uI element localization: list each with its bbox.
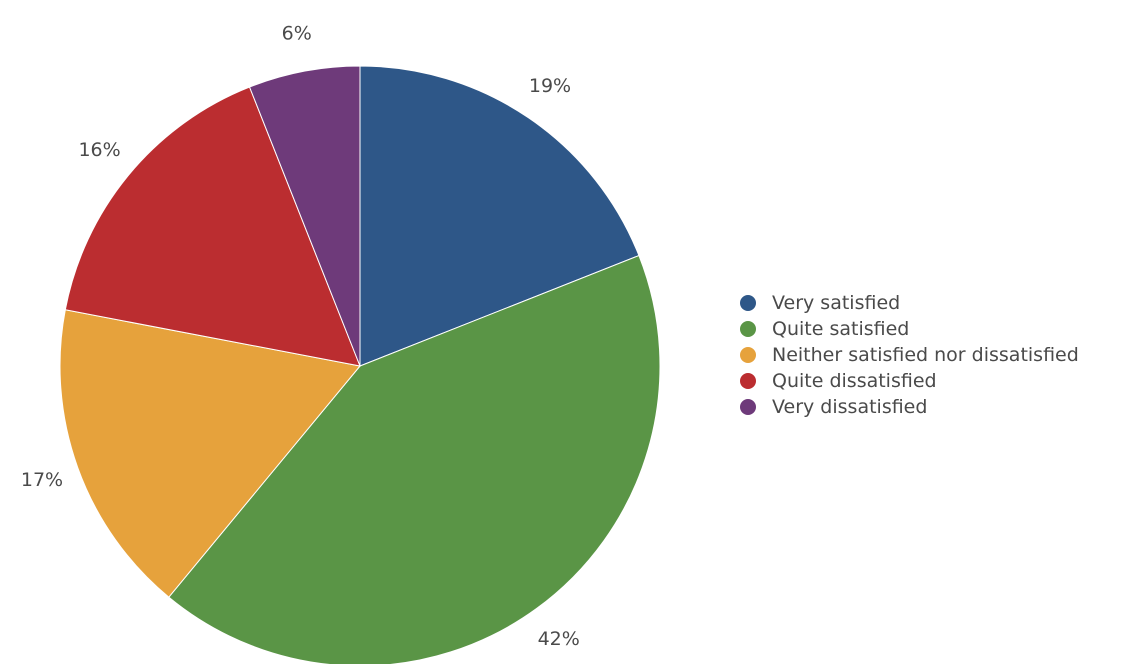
legend-swatch-icon xyxy=(740,321,756,337)
legend-item: Neither satisfied nor dissatisfied xyxy=(740,342,1130,368)
pie-slice-quite-dissatisfied xyxy=(64,86,361,367)
pie-slice-very-dissatisfied xyxy=(248,65,361,367)
data-label-neither-satisfied-nor-dissatisfied: 17% xyxy=(21,469,63,491)
legend-label: Quite satisfied xyxy=(772,318,910,340)
legend-item: Very dissatisfied xyxy=(740,394,1130,420)
legend-swatch-icon xyxy=(740,399,756,415)
legend-swatch-icon xyxy=(740,295,756,311)
legend-label: Very dissatisfied xyxy=(772,396,928,418)
data-label-very-dissatisfied: 6% xyxy=(282,23,312,45)
pie-slice-neither-satisfied-nor-dissatisfied xyxy=(59,309,361,598)
legend-item: Very satisfied xyxy=(740,290,1130,316)
data-label-quite-dissatisfied: 16% xyxy=(78,139,120,161)
pie-slice-very-satisfied xyxy=(359,65,640,367)
legend-item: Quite satisfied xyxy=(740,316,1130,342)
legend-swatch-icon xyxy=(740,347,756,363)
legend-label: Very satisfied xyxy=(772,292,901,314)
chart-legend: Very satisfied Quite satisfied Neither sat… xyxy=(740,290,1130,420)
data-label-very-satisfied: 19% xyxy=(529,75,571,97)
pie-slices xyxy=(59,65,661,664)
pie-data-labels: 19% 42% 17% 16% 6% xyxy=(21,23,580,650)
legend-swatch-icon xyxy=(740,373,756,389)
pie-slice-quite-satisfied xyxy=(168,254,661,664)
legend-label: Neither satisfied nor dissatisfied xyxy=(772,344,1079,366)
data-label-quite-satisfied: 42% xyxy=(538,628,580,650)
legend-label: Quite dissatisfied xyxy=(772,370,937,392)
legend-item: Quite dissatisfied xyxy=(740,368,1130,394)
